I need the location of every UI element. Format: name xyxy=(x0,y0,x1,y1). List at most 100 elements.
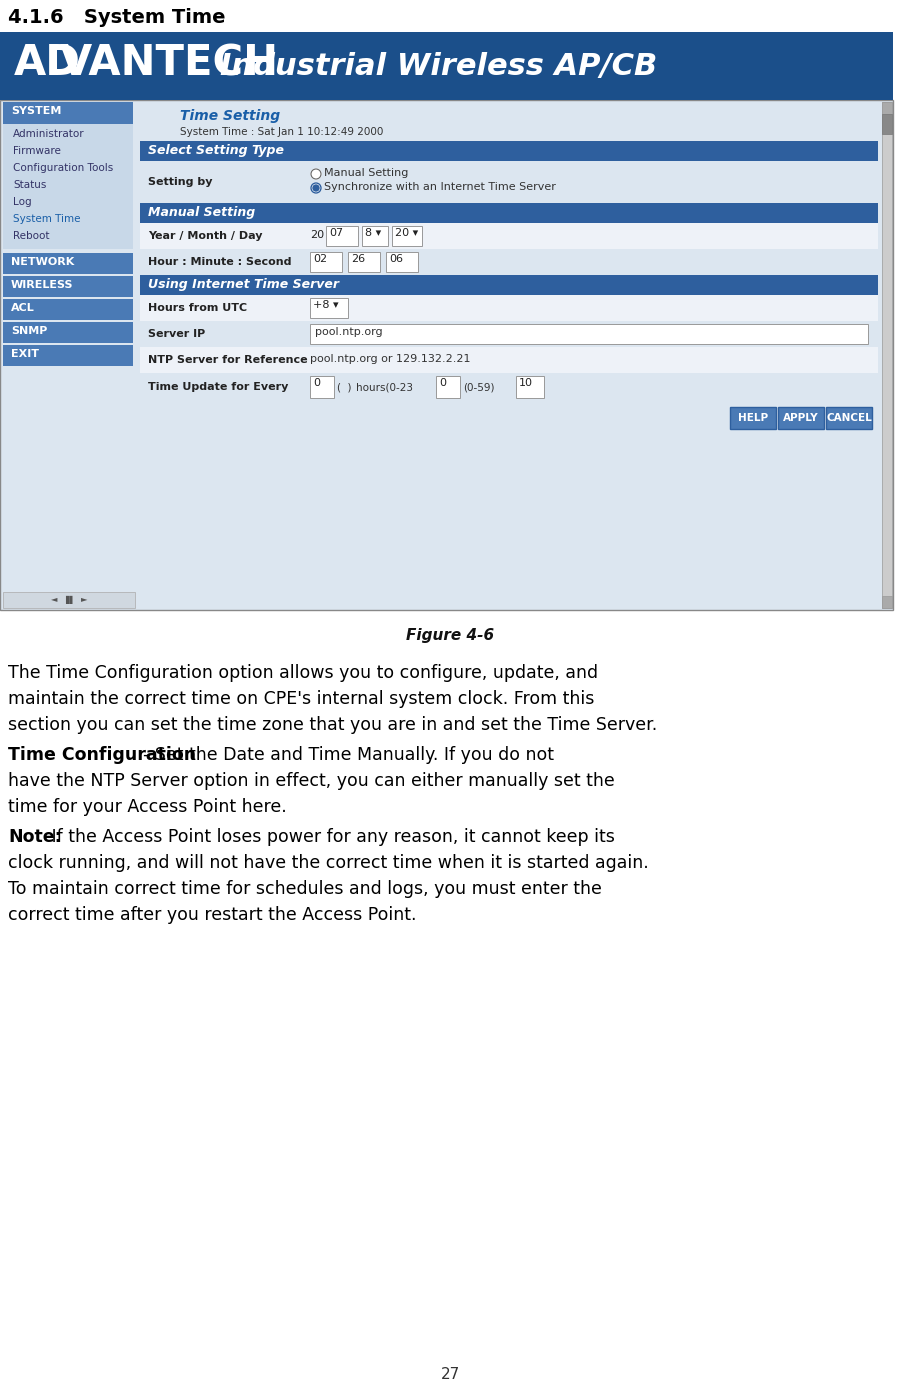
Bar xyxy=(0,100,893,610)
Bar xyxy=(326,226,358,246)
Text: CANCEL: CANCEL xyxy=(826,413,872,424)
Bar xyxy=(310,251,342,272)
Text: Firmware: Firmware xyxy=(13,146,61,156)
Text: Industrial Wireless AP/CB: Industrial Wireless AP/CB xyxy=(220,51,657,81)
Text: Manual Setting: Manual Setting xyxy=(324,168,409,178)
Bar xyxy=(3,592,135,608)
Bar xyxy=(310,299,348,318)
Text: System Time : Sat Jan 1 10:12:49 2000: System Time : Sat Jan 1 10:12:49 2000 xyxy=(180,126,383,138)
Bar xyxy=(3,124,133,249)
Bar xyxy=(730,407,776,429)
Text: 4.1.6   System Time: 4.1.6 System Time xyxy=(8,8,226,26)
Text: 27: 27 xyxy=(440,1367,460,1382)
Text: pool.ntp.org: pool.ntp.org xyxy=(315,326,382,338)
Text: section you can set the time zone that you are in and set the Time Server.: section you can set the time zone that y… xyxy=(8,715,657,733)
Bar xyxy=(392,226,422,246)
Bar xyxy=(882,596,892,608)
Text: Hours from UTC: Hours from UTC xyxy=(148,303,248,313)
Bar xyxy=(140,294,878,321)
Bar xyxy=(362,226,388,246)
Bar xyxy=(0,32,893,100)
Bar xyxy=(140,347,878,374)
Text: Using Internet Time Server: Using Internet Time Server xyxy=(148,278,339,292)
Bar xyxy=(140,249,878,275)
Text: VANTECH: VANTECH xyxy=(60,42,279,83)
Bar xyxy=(386,251,418,272)
Text: Setting by: Setting by xyxy=(148,176,212,188)
Bar xyxy=(436,376,460,399)
Text: 06: 06 xyxy=(389,254,403,264)
Bar xyxy=(3,101,133,124)
Text: clock running, and will not have the correct time when it is started again.: clock running, and will not have the cor… xyxy=(8,854,649,872)
Text: 26: 26 xyxy=(351,254,365,264)
Text: EXIT: EXIT xyxy=(11,349,39,358)
Bar xyxy=(140,142,878,161)
Text: Reboot: Reboot xyxy=(13,231,50,242)
Bar xyxy=(778,407,824,429)
Text: correct time after you restart the Access Point.: correct time after you restart the Acces… xyxy=(8,906,417,924)
Bar xyxy=(3,253,133,274)
Bar xyxy=(516,376,544,399)
Text: Hour : Minute : Second: Hour : Minute : Second xyxy=(148,257,292,267)
Text: 0: 0 xyxy=(439,378,446,388)
Circle shape xyxy=(311,183,321,193)
Text: Figure 4-6: Figure 4-6 xyxy=(406,628,494,643)
Text: 20 ▾: 20 ▾ xyxy=(395,228,419,238)
Circle shape xyxy=(311,169,321,179)
Text: ACL: ACL xyxy=(11,303,35,313)
Text: WIRELESS: WIRELESS xyxy=(11,281,74,290)
Bar xyxy=(3,299,133,319)
Bar xyxy=(310,324,868,344)
Text: 0: 0 xyxy=(313,378,320,388)
Text: Administrator: Administrator xyxy=(13,129,85,139)
Text: ◄  ▐▌  ►: ◄ ▐▌ ► xyxy=(50,596,87,604)
Text: pool.ntp.org or 129.132.2.21: pool.ntp.org or 129.132.2.21 xyxy=(310,354,471,364)
Text: Time Configuration: Time Configuration xyxy=(8,746,196,764)
Circle shape xyxy=(313,185,319,192)
Text: Synchronize with an Internet Time Server: Synchronize with an Internet Time Server xyxy=(324,182,556,192)
Text: have the NTP Server option in effect, you can either manually set the: have the NTP Server option in effect, yo… xyxy=(8,772,615,790)
Text: 8 ▾: 8 ▾ xyxy=(365,228,382,238)
Bar xyxy=(348,251,380,272)
Text: +8 ▾: +8 ▾ xyxy=(313,300,338,310)
Text: Time Setting: Time Setting xyxy=(180,108,280,124)
Text: 07: 07 xyxy=(329,228,343,238)
Text: 02: 02 xyxy=(313,254,327,264)
Text: NETWORK: NETWORK xyxy=(11,257,74,267)
Text: The Time Configuration option allows you to configure, update, and: The Time Configuration option allows you… xyxy=(8,664,598,682)
Text: Time Update for Every: Time Update for Every xyxy=(148,382,288,392)
Text: HELP: HELP xyxy=(738,413,768,424)
Text: If the Access Point loses power for any reason, it cannot keep its: If the Access Point loses power for any … xyxy=(46,828,615,846)
Text: SNMP: SNMP xyxy=(11,326,48,336)
Bar xyxy=(140,203,878,224)
Text: Year / Month / Day: Year / Month / Day xyxy=(148,231,263,242)
Bar xyxy=(140,374,878,401)
Text: Configuration Tools: Configuration Tools xyxy=(13,163,113,174)
Bar xyxy=(140,321,878,347)
Bar xyxy=(882,101,892,608)
Text: (0-59): (0-59) xyxy=(463,382,494,392)
Text: AD: AD xyxy=(14,42,81,83)
Text: SYSTEM: SYSTEM xyxy=(11,106,61,117)
Text: Server IP: Server IP xyxy=(148,329,205,339)
Text: Select Setting Type: Select Setting Type xyxy=(148,144,284,157)
Text: 20: 20 xyxy=(310,231,324,240)
Bar xyxy=(882,114,892,133)
Text: System Time: System Time xyxy=(13,214,80,224)
Text: - Set the Date and Time Manually. If you do not: - Set the Date and Time Manually. If you… xyxy=(143,746,554,764)
Bar xyxy=(3,322,133,343)
Bar xyxy=(310,376,334,399)
Text: hours(0-23: hours(0-23 xyxy=(356,382,413,392)
Text: maintain the correct time on CPE's internal system clock. From this: maintain the correct time on CPE's inter… xyxy=(8,690,594,708)
Text: time for your Access Point here.: time for your Access Point here. xyxy=(8,799,287,815)
Bar xyxy=(140,224,878,249)
Text: Note:: Note: xyxy=(8,828,62,846)
Text: APPLY: APPLY xyxy=(783,413,819,424)
Text: 10: 10 xyxy=(519,378,533,388)
Bar xyxy=(882,101,892,114)
Text: (  ): ( ) xyxy=(337,382,352,392)
Bar xyxy=(140,275,878,294)
Bar xyxy=(140,161,878,203)
Text: NTP Server for Reference: NTP Server for Reference xyxy=(148,356,308,365)
Text: Log: Log xyxy=(13,197,32,207)
